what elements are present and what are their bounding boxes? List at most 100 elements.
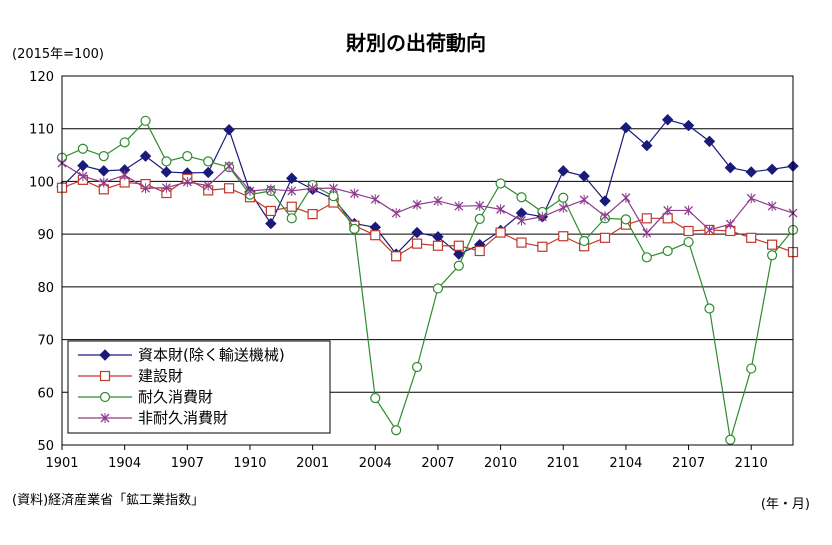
capital-goods-point [682, 119, 695, 132]
nondurable-consumer-goods-point [287, 185, 297, 196]
construction-goods-point [474, 245, 485, 257]
x-tick-label: 2104 [609, 456, 642, 471]
y-unit-label: (2015年=100) [12, 47, 104, 62]
durable-consumer-goods-point [620, 214, 632, 225]
durable-consumer-goods-point [119, 137, 130, 148]
capital-goods-point [661, 114, 674, 126]
construction-goods-point [516, 237, 527, 248]
capital-goods-point [139, 150, 152, 162]
x-tick-label: 2004 [359, 456, 392, 471]
capital-goods-point [703, 135, 716, 148]
y-tick-label: 90 [37, 228, 54, 243]
x-tick-label: 1907 [171, 456, 204, 471]
durable-consumer-goods-point [370, 392, 381, 404]
x-tick-label: 1901 [45, 456, 78, 471]
construction-goods-point [683, 225, 694, 237]
x-tick-label: 2010 [484, 456, 517, 471]
durable-consumer-goods-point [286, 213, 297, 224]
y-tick-label: 50 [37, 439, 54, 454]
nondurable-consumer-goods-point [517, 215, 526, 226]
x-axis: 1901 1904 1907 1910 2001 2004 2007 2010 2101 2104… [45, 445, 768, 471]
nondurable-consumer-goods-point [496, 204, 506, 215]
durable-consumer-goods-point [98, 151, 109, 162]
nondurable-consumer-goods-point [120, 170, 130, 181]
durable-consumer-goods-point [662, 245, 673, 257]
nondurable-consumer-goods-point [663, 205, 673, 216]
nondurable-consumer-goods-point [308, 183, 318, 194]
nondurable-consumer-goods-point [704, 224, 714, 235]
capital-goods-point [98, 165, 110, 177]
durable-consumer-goods-point [161, 156, 172, 167]
nondurable-consumer-goods-point [475, 200, 485, 211]
durable-consumer-goods-point [391, 425, 402, 436]
capital-goods-point [453, 248, 465, 260]
durable-consumer-goods-point [558, 192, 569, 203]
capital-goods-point [265, 217, 277, 230]
y-tick-label: 100 [29, 175, 54, 190]
x-tick-label: 1904 [108, 456, 141, 471]
capital-goods-point [578, 170, 590, 182]
construction-goods-point [370, 230, 381, 241]
series-group [56, 114, 799, 445]
capital-goods-point [641, 139, 653, 152]
nondurable-consumer-goods-point [537, 211, 547, 222]
durable-consumer-goods-point [349, 223, 360, 234]
y-tick-label: 70 [37, 334, 54, 349]
nondurable-consumer-goods-point [391, 208, 401, 219]
construction-goods-point [767, 239, 778, 250]
capital-goods-point [160, 166, 173, 178]
construction-goods-point [453, 240, 464, 251]
nondurable-consumer-goods-point [684, 205, 694, 216]
nondurable-consumer-goods-point [224, 161, 234, 172]
nondurable-consumer-goods-point [370, 194, 380, 205]
capital-goods-legend-label: 資本財(除く輸送機械) [138, 346, 285, 364]
nondurable-consumer-goods-legend-marker [100, 413, 110, 423]
nondurable-consumer-goods-point [767, 201, 777, 212]
construction-goods-point [223, 183, 235, 194]
durable-consumer-goods-legend-label: 耐久消費財 [138, 388, 213, 406]
nondurable-consumer-goods-point [141, 183, 151, 194]
y-tick-label: 80 [37, 281, 54, 296]
x-tick-label: 2101 [547, 456, 580, 471]
nondurable-consumer-goods-point [349, 188, 359, 199]
durable-consumer-goods-point [746, 363, 757, 374]
nondurable-consumer-goods-series [57, 157, 798, 239]
nondurable-consumer-goods-point [558, 202, 568, 213]
x-tick-label: 2110 [735, 456, 768, 471]
construction-goods-legend-marker [99, 370, 111, 382]
capital-goods-point [286, 172, 298, 184]
nondurable-consumer-goods-point [203, 180, 213, 191]
construction-goods-point [391, 251, 402, 262]
construction-goods-legend-label: 建設財 [138, 367, 183, 385]
capital-goods-point [620, 121, 632, 134]
nondurable-consumer-goods-point [433, 195, 443, 206]
nondurable-consumer-goods-point [99, 177, 109, 188]
durable-consumer-goods-point [579, 235, 590, 247]
plot-area [61, 75, 794, 446]
capital-goods-point [724, 162, 737, 174]
nondurable-consumer-goods-point [746, 193, 756, 204]
capital-goods-point [411, 226, 423, 239]
durable-consumer-goods-point [767, 250, 778, 261]
capital-goods-point [599, 195, 611, 207]
construction-goods-point [599, 232, 611, 243]
capital-goods-point [223, 124, 235, 136]
y-axis: 50 60 70 80 90 100 110 120 [29, 70, 54, 454]
durable-consumer-goods-point [516, 192, 527, 203]
durable-consumer-goods-point [641, 252, 652, 263]
durable-consumer-goods-point [704, 303, 715, 314]
capital-goods-point [766, 163, 778, 176]
durable-consumer-goods-point [474, 213, 485, 224]
durable-consumer-goods-point [140, 115, 151, 126]
nondurable-consumer-goods-point [245, 185, 255, 196]
source-note: (資料)経済産業省「鉱工業指数」 [12, 492, 204, 508]
capital-goods-point [745, 166, 757, 178]
durable-consumer-goods-point [432, 283, 444, 294]
durable-consumer-goods-point [411, 361, 423, 373]
durable-consumer-goods-point [495, 178, 506, 189]
construction-goods-point [411, 238, 423, 249]
nondurable-consumer-goods-line [61, 162, 794, 235]
capital-goods-point [77, 159, 89, 172]
